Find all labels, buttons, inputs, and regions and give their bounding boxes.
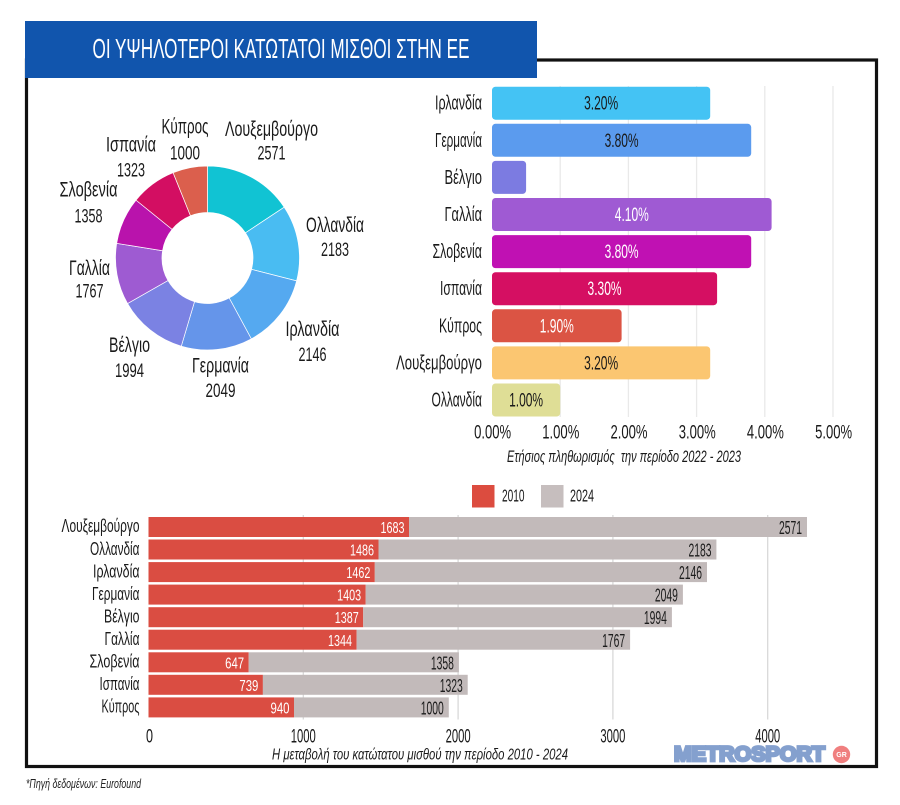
svg-text:1994: 1994	[644, 608, 667, 628]
svg-text:940: 940	[271, 700, 290, 717]
svg-text:1000: 1000	[421, 698, 444, 718]
svg-text:2024: 2024	[570, 486, 594, 506]
svg-text:Ολλανδία: Ολλανδία	[306, 214, 364, 237]
svg-text:Λουξεμβούργο: Λουξεμβούργο	[62, 516, 140, 536]
svg-text:Κύπρος: Κύπρος	[102, 697, 140, 717]
svg-text:2183: 2183	[321, 240, 349, 261]
svg-text:Γερμανία: Γερμανία	[435, 130, 482, 152]
svg-text:4.00%: 4.00%	[747, 423, 784, 444]
svg-text:1683: 1683	[381, 520, 405, 537]
svg-text:3.30%: 3.30%	[588, 279, 622, 300]
svg-text:Ολλανδία: Ολλανδία	[432, 390, 483, 412]
svg-text:2571: 2571	[779, 518, 802, 538]
svg-text:1462: 1462	[346, 565, 370, 582]
svg-text:Βέλγιο: Βέλγιο	[445, 167, 483, 189]
svg-text:0.00%: 0.00%	[474, 423, 511, 444]
svg-text:1000: 1000	[291, 727, 316, 748]
svg-text:Σλοβενία: Σλοβενία	[433, 241, 483, 263]
svg-text:Ισπανία: Ισπανία	[100, 674, 140, 694]
svg-text:*Πηγή δεδομένων: Eurofound: *Πηγή δεδομένων: Eurofound	[26, 776, 142, 791]
svg-text:5.00%: 5.00%	[815, 423, 852, 444]
svg-text:1.00%: 1.00%	[509, 391, 543, 412]
svg-text:2.00%: 2.00%	[611, 423, 648, 444]
svg-text:Γερμανία: Γερμανία	[92, 584, 140, 604]
svg-text:Σλοβενία: Σλοβενία	[90, 652, 140, 672]
svg-text:647: 647	[225, 655, 244, 672]
svg-text:2183: 2183	[688, 541, 711, 561]
svg-text:3.20%: 3.20%	[584, 353, 618, 374]
svg-text:METROSPORT: METROSPORT	[674, 743, 825, 766]
svg-text:1.90%: 1.90%	[540, 316, 574, 337]
svg-text:GR: GR	[836, 752, 847, 759]
svg-text:Ιρλανδία: Ιρλανδία	[435, 93, 482, 115]
svg-text:3.80%: 3.80%	[605, 131, 639, 152]
svg-text:739: 739	[239, 678, 258, 695]
svg-text:Ιρλανδία: Ιρλανδία	[286, 318, 340, 341]
svg-text:Λουξεμβούργο: Λουξεμβούργο	[396, 352, 482, 374]
svg-text:1323: 1323	[440, 676, 463, 696]
svg-text:1358: 1358	[75, 207, 103, 228]
svg-text:4000: 4000	[755, 727, 780, 748]
svg-text:4.10%: 4.10%	[615, 205, 649, 226]
svg-text:1358: 1358	[431, 653, 454, 673]
svg-text:2010: 2010	[502, 486, 525, 506]
svg-text:2049: 2049	[206, 381, 236, 402]
svg-text:1.00%: 1.00%	[542, 423, 579, 444]
svg-text:Σλοβενία: Σλοβενία	[60, 179, 118, 202]
svg-text:1387: 1387	[335, 610, 359, 627]
svg-text:Γαλλία: Γαλλία	[69, 257, 110, 280]
svg-text:Κύπρος: Κύπρος	[439, 315, 482, 337]
svg-text:Κύπρος: Κύπρος	[162, 116, 209, 139]
svg-text:1323: 1323	[117, 161, 145, 182]
svg-text:Ολλανδία: Ολλανδία	[90, 539, 140, 559]
svg-text:3.20%: 3.20%	[584, 94, 618, 115]
svg-text:Γερμανία: Γερμανία	[192, 355, 249, 378]
svg-text:1767: 1767	[602, 631, 625, 651]
svg-text:Βέλγιο: Βέλγιο	[104, 606, 140, 626]
svg-text:3.80%: 3.80%	[605, 242, 639, 263]
svg-text:Λουξεμβούργο: Λουξεμβούργο	[225, 118, 318, 141]
svg-text:1000: 1000	[170, 144, 200, 165]
svg-text:Ετήσιος πληθωρισμός την περίο: Ετήσιος πληθωρισμός την περίοδο 2022 - 2…	[507, 447, 741, 466]
svg-text:Ιρλανδία: Ιρλανδία	[93, 561, 140, 581]
svg-text:2146: 2146	[299, 345, 327, 366]
svg-text:2049: 2049	[655, 586, 678, 606]
svg-text:Βέλγιο: Βέλγιο	[109, 334, 150, 357]
svg-text:Γαλλία: Γαλλία	[105, 629, 140, 649]
svg-text:Η μεταβολή του κατώτατου μισθο: Η μεταβολή του κατώτατου μισθού την περί…	[272, 747, 568, 764]
svg-text:2571: 2571	[258, 144, 286, 165]
svg-text:Ισπανία: Ισπανία	[440, 278, 482, 300]
svg-text:3.00%: 3.00%	[679, 423, 716, 444]
svg-text:1344: 1344	[328, 633, 352, 650]
svg-text:3000: 3000	[600, 727, 625, 748]
svg-text:1486: 1486	[350, 543, 374, 560]
svg-text:Γαλλία: Γαλλία	[445, 204, 483, 226]
svg-text:2000: 2000	[446, 727, 471, 748]
svg-text:1767: 1767	[76, 282, 104, 303]
svg-text:2146: 2146	[679, 563, 702, 583]
svg-text:1994: 1994	[115, 361, 144, 382]
svg-text:Ισπανία: Ισπανία	[106, 134, 156, 157]
svg-text:ΟΙ ΥΨΗΛΟΤΕΡΟΙ ΚΑΤΩΤΑΤΟΙ ΜΙΣΘΟΙ: ΟΙ ΥΨΗΛΟΤΕΡΟΙ ΚΑΤΩΤΑΤΟΙ ΜΙΣΘΟΙ ΣΤΗΝ ΕΕ	[93, 33, 470, 64]
svg-text:1403: 1403	[337, 588, 361, 605]
svg-text:0: 0	[146, 727, 153, 748]
